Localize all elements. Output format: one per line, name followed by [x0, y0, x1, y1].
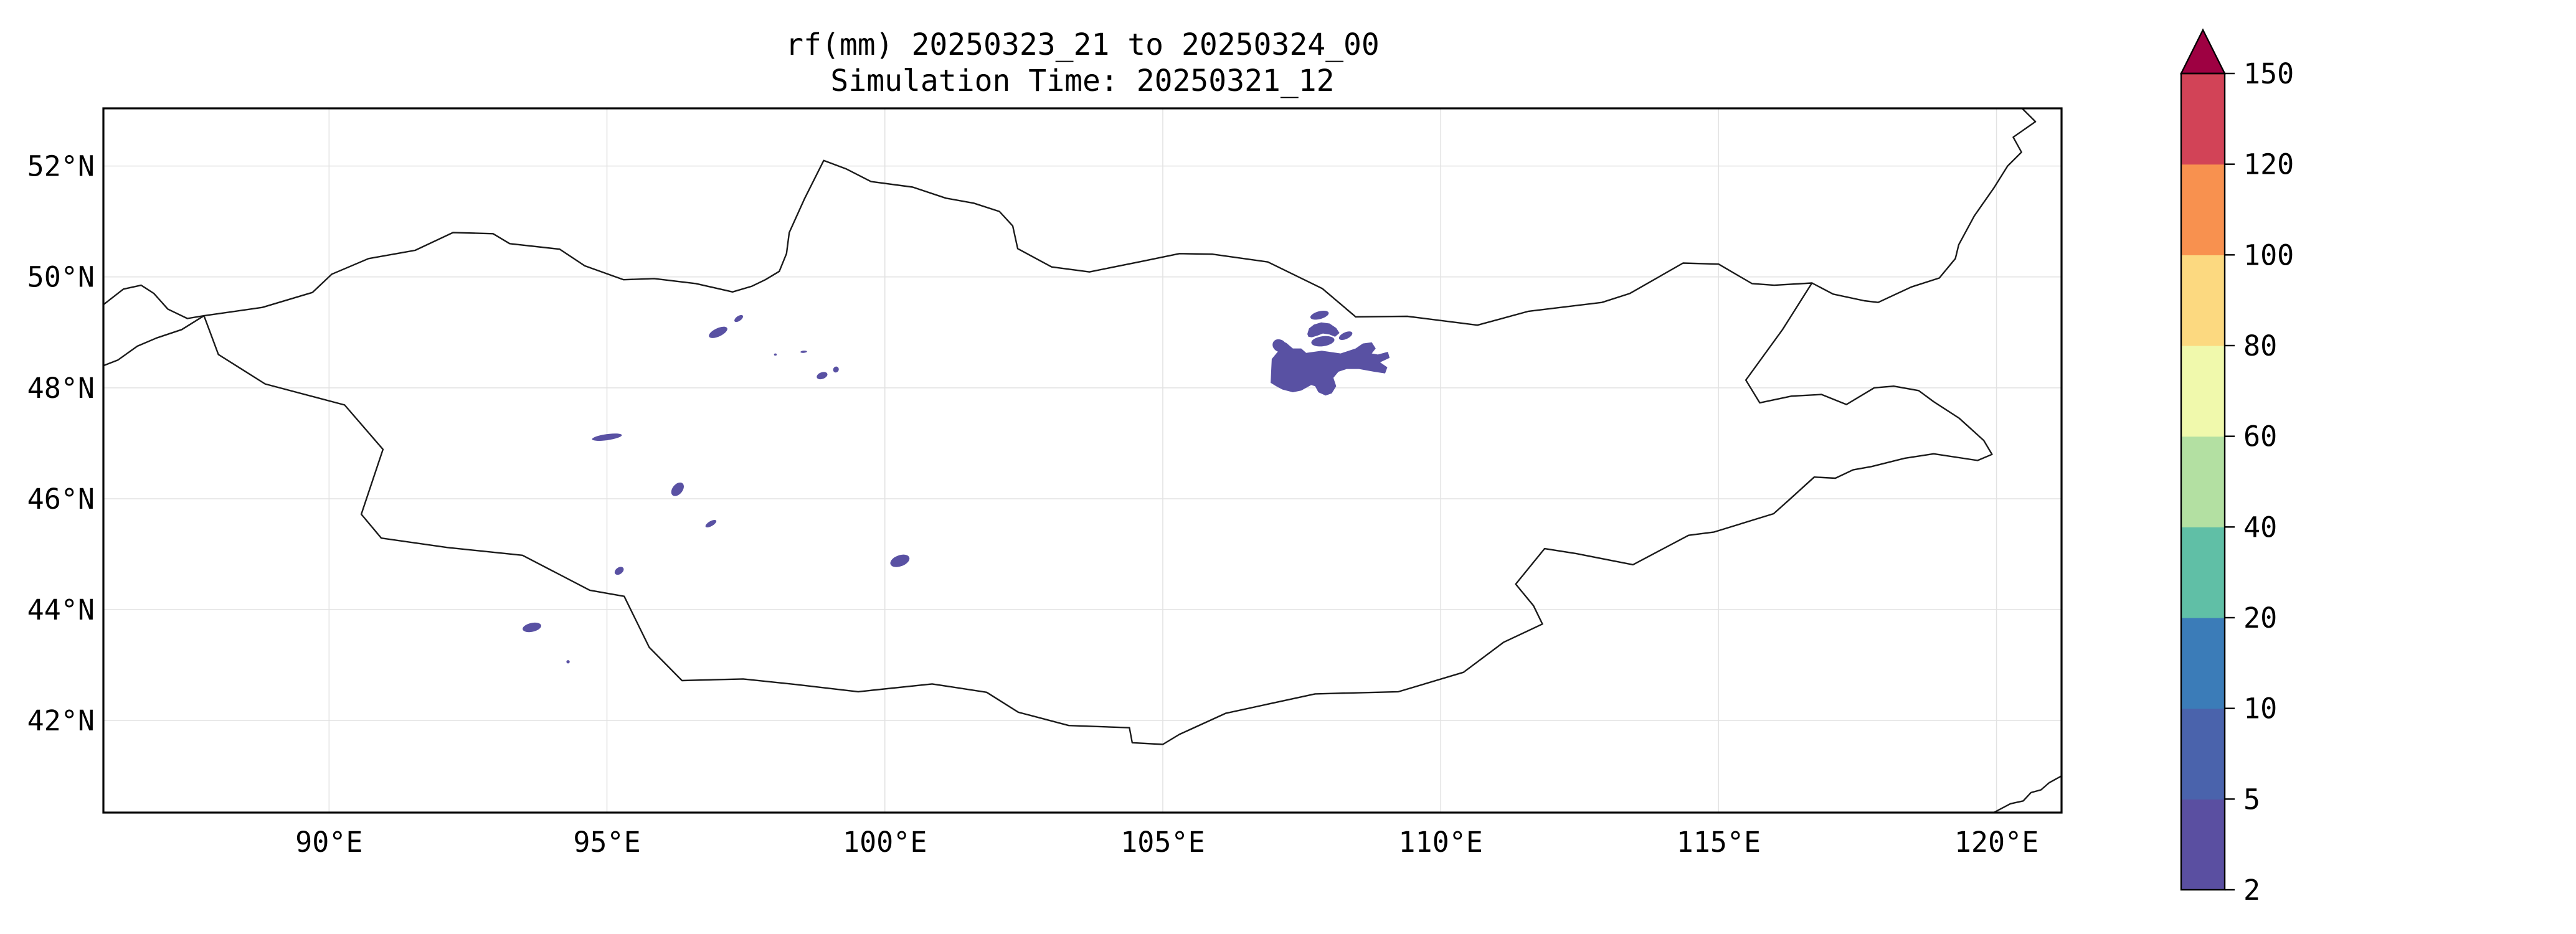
country-borders	[102, 107, 2063, 814]
y-tick-label: 48°N	[27, 372, 95, 405]
border-russia-china-border-northeast	[1811, 107, 2037, 303]
rainfall-patch	[705, 520, 717, 528]
colorbar-segment	[2181, 436, 2225, 527]
y-tick-label: 52°N	[27, 150, 95, 183]
rainfall-patch	[523, 622, 541, 633]
rainfall-patch	[774, 353, 777, 356]
y-tick-label: 50°N	[27, 261, 95, 294]
y-axis-tick-labels: 52°N 50°N 48°N 46°N 44°N 42°N	[27, 150, 95, 738]
border-mongolia	[203, 159, 1993, 745]
border-bohai-coast-southeast	[1992, 775, 2063, 814]
x-tick-label: 100°E	[843, 826, 927, 859]
colorbar-segment	[2181, 164, 2225, 255]
border-russia-border-west	[102, 284, 205, 319]
colorbar-tick-label: 10	[2243, 692, 2277, 725]
rainfall-patch	[709, 326, 727, 338]
colorbar-extend-arrow	[2180, 28, 2226, 75]
x-tick-label: 95°E	[573, 826, 640, 859]
rainfall-patch	[1310, 310, 1329, 320]
rainfall-patch	[817, 372, 828, 380]
map-frame	[102, 107, 2063, 814]
grid-lines	[103, 108, 2062, 813]
x-axis-tick-labels: 90°E 95°E 100°E 105°E 110°E 115°E 120°E	[295, 826, 2039, 859]
rainfall-patch-main-blob	[1271, 342, 1390, 396]
colorbar-tick-label: 40	[2243, 511, 2277, 544]
rainfall-patch	[592, 433, 622, 441]
colorbar-tick-label: 120	[2243, 148, 2294, 181]
x-tick-label: 115°E	[1677, 826, 1761, 859]
colorbar-segment	[2181, 618, 2225, 709]
y-tick-label: 46°N	[27, 483, 95, 516]
rainfall-patch	[671, 482, 684, 496]
rainfall-patch	[800, 351, 807, 353]
x-tick-label: 105°E	[1120, 826, 1205, 859]
colorbar-segment	[2181, 255, 2225, 346]
rainfall-patches	[523, 310, 1390, 664]
rainfall-patch-hook-band	[1307, 322, 1340, 337]
colorbar-tick-label: 100	[2243, 238, 2294, 271]
rainfall-patch	[833, 366, 839, 373]
colorbar-segment	[2181, 799, 2225, 890]
rainfall-patch	[1311, 336, 1335, 347]
colorbar-tick-label: 150	[2243, 57, 2294, 90]
rainfall-patch	[890, 554, 910, 567]
colorbar-tick-label: 60	[2243, 420, 2277, 453]
y-tick-label: 42°N	[27, 704, 95, 737]
colorbar-tick-label: 2	[2243, 874, 2260, 907]
colorbar-tick-label: 20	[2243, 601, 2277, 634]
x-tick-label: 110°E	[1398, 826, 1482, 859]
colorbar-segment	[2181, 708, 2225, 800]
rainfall-patch	[566, 660, 570, 664]
plot-subtitle: Simulation Time: 20250321_12	[830, 64, 1334, 98]
x-tick-label: 120°E	[1954, 826, 2039, 859]
colorbar-tick-label: 80	[2243, 329, 2277, 362]
colorbar: 2 5 10 20 40 60 80 100 120 150	[2180, 28, 2294, 907]
rainfall-patch	[1338, 331, 1353, 341]
y-tick-label: 44°N	[27, 593, 95, 626]
x-tick-label: 90°E	[295, 826, 362, 859]
plot-title: rf(mm) 20250323_21 to 20250324_00	[785, 27, 1380, 62]
border-kazakh-china-border-west	[102, 314, 205, 367]
colorbar-segment	[2181, 527, 2225, 618]
colorbar-outline	[2180, 72, 2226, 891]
colorbar-segment	[2181, 346, 2225, 437]
colorbar-tick-label: 5	[2243, 783, 2260, 816]
rainfall-patch	[734, 314, 744, 323]
colorbar-segment	[2181, 73, 2225, 165]
rainfall-patch	[614, 567, 624, 575]
